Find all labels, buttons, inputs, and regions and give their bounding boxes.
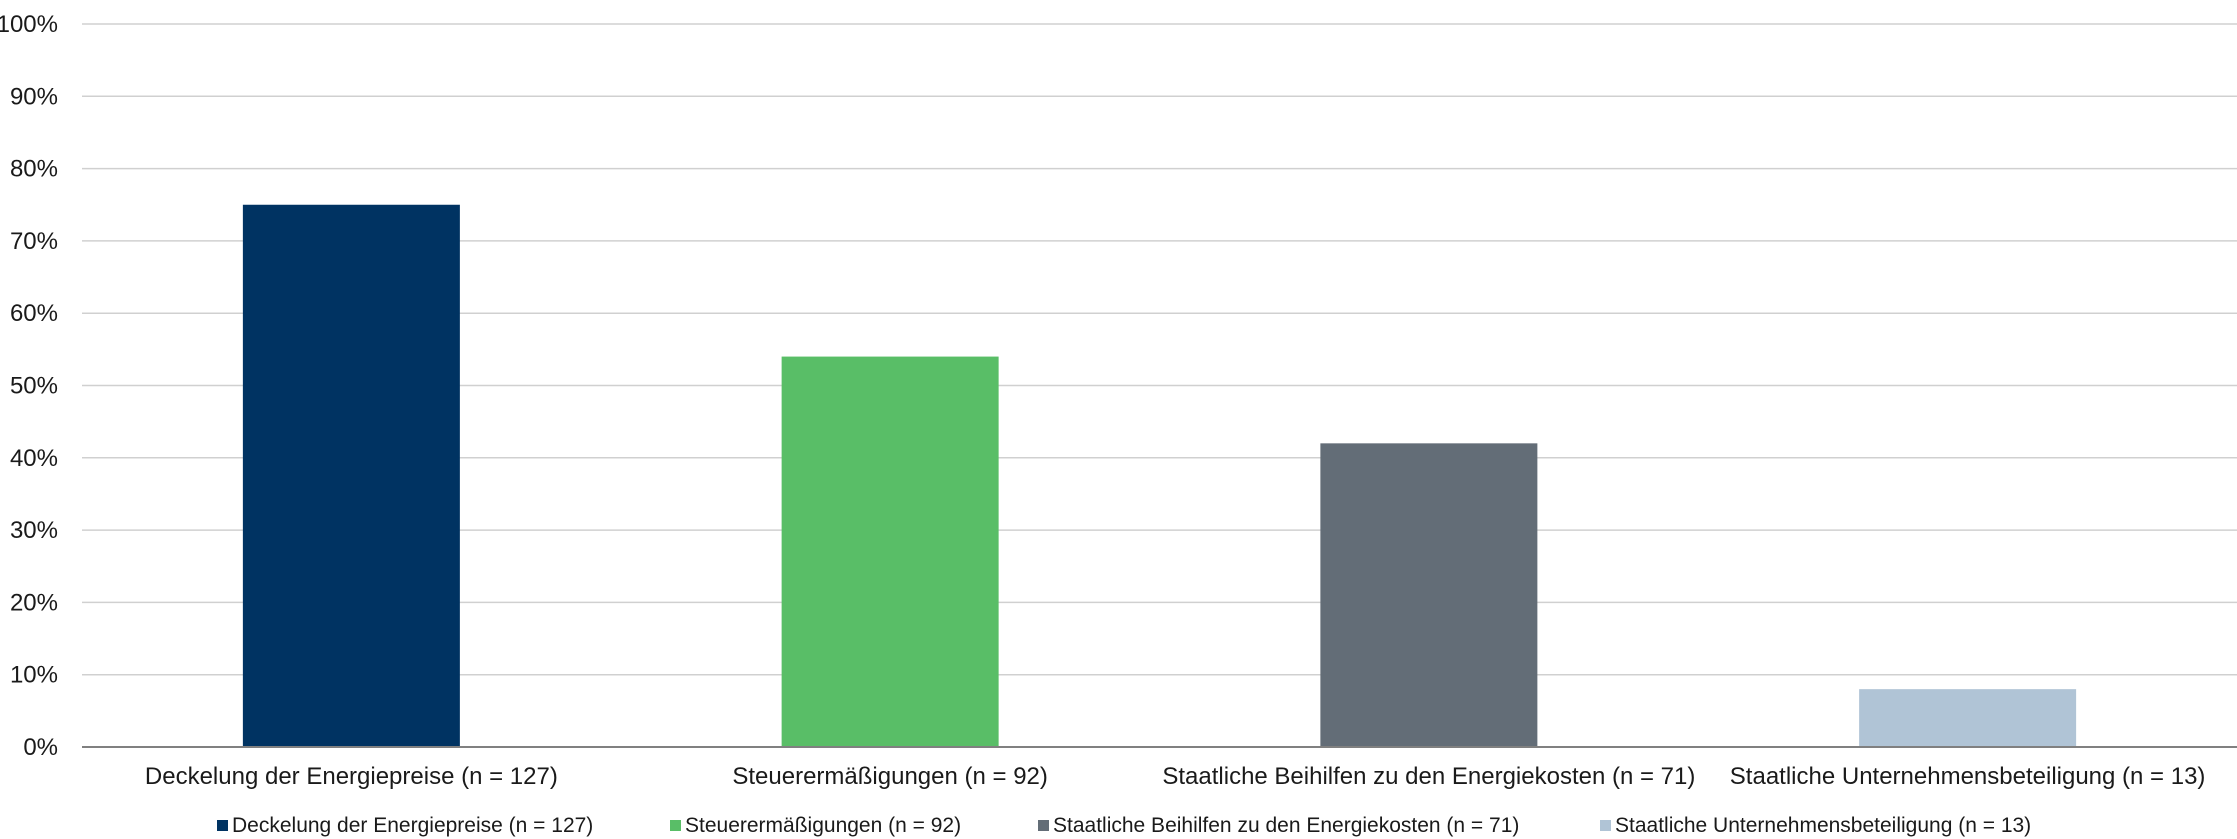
legend-swatch — [217, 820, 228, 831]
legend-label: Steuerermäßigungen (n = 92) — [685, 814, 961, 837]
y-tick-label: 40% — [10, 445, 58, 472]
legend-item: Deckelung der Energiepreise (n = 127) — [217, 814, 593, 837]
y-tick-label: 20% — [10, 589, 58, 616]
y-tick-label: 80% — [10, 156, 58, 183]
legend: Deckelung der Energiepreise (n = 127) Ste… — [217, 814, 2031, 837]
bars — [242, 204, 2077, 747]
bar — [781, 356, 999, 747]
y-tick-label: 60% — [10, 300, 58, 327]
bar — [1859, 689, 2077, 747]
x-axis-labels: Deckelung der Energiepreise (n = 127) Ste… — [145, 763, 2206, 790]
legend-label: Staatliche Unternehmensbeteiligung (n = … — [1615, 814, 2031, 837]
legend-item: Staatliche Unternehmensbeteiligung (n = … — [1600, 814, 2031, 837]
y-tick-label: 90% — [10, 83, 58, 110]
bar — [242, 204, 460, 747]
x-category-label: Staatliche Beihilfen zu den Energiekoste… — [1162, 763, 1695, 790]
legend-item: Staatliche Beihilfen zu den Energiekoste… — [1038, 814, 1519, 837]
legend-swatch — [1600, 820, 1611, 831]
x-category-label: Deckelung der Energiepreise (n = 127) — [145, 763, 558, 790]
y-tick-label: 30% — [10, 517, 58, 544]
legend-swatch — [670, 820, 681, 831]
legend-swatch — [1038, 820, 1049, 831]
y-tick-label: 0% — [23, 734, 58, 761]
y-tick-label: 50% — [10, 373, 58, 400]
legend-label: Staatliche Beihilfen zu den Energiekoste… — [1053, 814, 1519, 837]
bar — [1320, 443, 1538, 747]
x-category-label: Staatliche Unternehmensbeteiligung (n = … — [1730, 763, 2206, 790]
x-category-label: Steuerermäßigungen (n = 92) — [732, 763, 1048, 790]
legend-label: Deckelung der Energiepreise (n = 127) — [232, 814, 593, 837]
y-tick-label: 10% — [10, 662, 58, 689]
legend-item: Steuerermäßigungen (n = 92) — [670, 814, 961, 837]
y-tick-label: 100% — [0, 11, 58, 38]
y-axis-ticks: 0% 10% 20% 30% 40% 50% 60% 70% 80% 90% 100% — [0, 11, 58, 761]
y-tick-label: 70% — [10, 228, 58, 255]
